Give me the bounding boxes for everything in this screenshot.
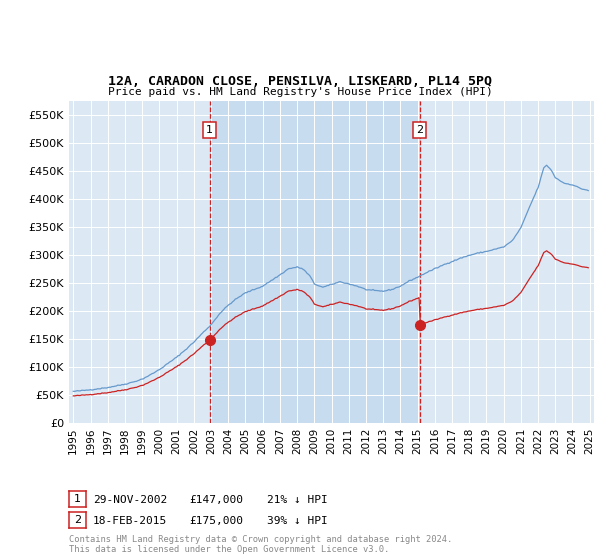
Text: £175,000: £175,000	[189, 516, 243, 526]
Text: Contains HM Land Registry data © Crown copyright and database right 2024.
This d: Contains HM Land Registry data © Crown c…	[69, 535, 452, 554]
Text: Price paid vs. HM Land Registry's House Price Index (HPI): Price paid vs. HM Land Registry's House …	[107, 87, 493, 97]
Text: 2: 2	[74, 515, 81, 525]
Text: 39% ↓ HPI: 39% ↓ HPI	[267, 516, 328, 526]
Text: 2: 2	[416, 125, 423, 135]
Text: 12A, CARADON CLOSE, PENSILVA, LISKEARD, PL14 5PQ: 12A, CARADON CLOSE, PENSILVA, LISKEARD, …	[108, 75, 492, 88]
Text: 1: 1	[74, 494, 81, 504]
Text: £147,000: £147,000	[189, 494, 243, 505]
Bar	[209, 101, 420, 423]
Text: 21% ↓ HPI: 21% ↓ HPI	[267, 494, 328, 505]
Text: 18-FEB-2015: 18-FEB-2015	[93, 516, 167, 526]
Text: 29-NOV-2002: 29-NOV-2002	[93, 494, 167, 505]
Text: 1: 1	[206, 125, 213, 135]
